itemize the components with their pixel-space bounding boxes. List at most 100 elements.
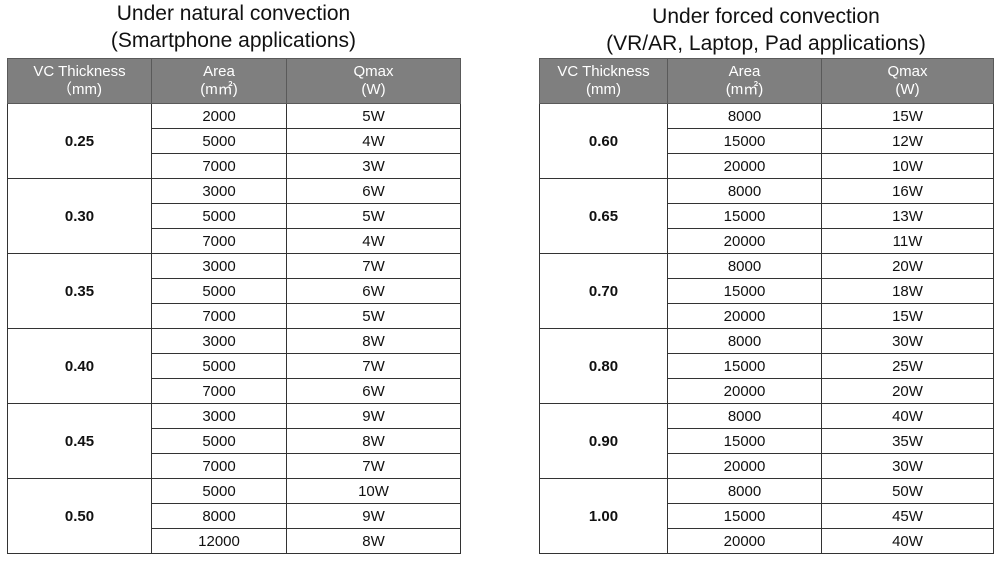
qmax-cell: 30W — [821, 453, 994, 479]
qmax-cell: 12W — [821, 128, 994, 154]
qmax-cell: 45W — [821, 503, 994, 529]
qmax-cell: 30W — [821, 328, 994, 354]
area-cell: 3000 — [151, 403, 287, 429]
table-row: 5000 7W — [8, 353, 461, 379]
table-row: 7000 4W — [8, 228, 461, 254]
qmax-cell: 4W — [286, 128, 461, 154]
qmax-cell: 9W — [286, 403, 461, 429]
area-cell: 20000 — [667, 303, 822, 329]
qmax-cell: 8W — [286, 528, 461, 554]
area-cell: 7000 — [151, 228, 287, 254]
table-row: 0.45 3000 9W — [7, 403, 461, 479]
table-row: 20000 30W — [540, 453, 994, 479]
table-row: 0.40 3000 8W — [7, 328, 461, 404]
qmax-cell: 7W — [286, 353, 461, 379]
header-qmax-unit: (W) — [361, 81, 386, 98]
area-cell: 3000 — [151, 253, 287, 279]
qmax-cell: 40W — [821, 403, 994, 429]
qmax-cell: 6W — [286, 378, 461, 404]
area-cell: 15000 — [667, 428, 822, 454]
qmax-cell: 4W — [286, 228, 461, 254]
thickness-cell: 0.80 — [539, 328, 668, 404]
table-row: 15000 45W — [540, 503, 994, 529]
title-line-2: (Smartphone applications) — [110, 29, 357, 52]
header-qmax-unit: (W) — [895, 81, 920, 98]
qmax-cell: 15W — [821, 303, 994, 329]
area-cell: 20000 — [667, 153, 822, 179]
thickness-cell: 0.90 — [539, 403, 668, 479]
header-qmax-label: Qmax — [887, 63, 928, 80]
table-row: 7000 5W — [8, 303, 461, 329]
qmax-cell: 6W — [286, 278, 461, 304]
table-row: 20000 40W — [540, 528, 994, 554]
area-cell: 5000 — [151, 478, 287, 504]
header-thickness: VC Thickness (mm) — [539, 58, 668, 104]
area-cell: 5000 — [151, 128, 287, 154]
area-cell: 20000 — [667, 453, 822, 479]
table-row: 0.60 8000 15W — [539, 103, 994, 179]
qmax-cell: 5W — [286, 203, 461, 229]
header-thickness-unit: （mm) — [57, 81, 102, 98]
area-cell: 8000 — [667, 403, 822, 429]
table-row: 0.70 8000 20W — [539, 253, 994, 329]
table-row: 15000 13W — [540, 203, 994, 229]
natural-convection-title: Under natural convection (Smartphone app… — [7, 0, 460, 58]
area-cell: 3000 — [151, 178, 287, 204]
forced-convection-title: Under forced convection (VR/AR, Laptop, … — [539, 0, 993, 58]
qmax-cell: 5W — [286, 303, 461, 329]
area-cell: 3000 — [151, 328, 287, 354]
table-header-row: VC Thickness （mm) Area (m㎡) Qmax (W) — [7, 58, 461, 104]
qmax-cell: 25W — [821, 353, 994, 379]
title-line-2: (VR/AR, Laptop, Pad applications) — [606, 32, 926, 55]
table-row: 12000 8W — [8, 528, 461, 554]
qmax-cell: 18W — [821, 278, 994, 304]
thickness-cell: 1.00 — [539, 478, 668, 554]
table-row: 20000 11W — [540, 228, 994, 254]
area-cell: 7000 — [151, 303, 287, 329]
table-row: 0.90 8000 40W — [539, 403, 994, 479]
qmax-cell: 7W — [286, 253, 461, 279]
header-area-unit: (m㎡) — [200, 81, 238, 98]
table-row: 0.50 5000 10W — [7, 478, 461, 554]
table-row: 0.35 3000 7W — [7, 253, 461, 329]
header-area: Area (m㎡) — [151, 58, 287, 104]
table-row: 0.30 3000 6W — [7, 178, 461, 254]
area-cell: 8000 — [667, 103, 822, 129]
table-row: 20000 10W — [540, 153, 994, 179]
forced-convection-body: 0.60 8000 15W 15000 12W 20000 10W 0.65 8000 16W 15… — [539, 103, 994, 554]
qmax-cell: 9W — [286, 503, 461, 529]
area-cell: 2000 — [151, 103, 287, 129]
thickness-cell: 0.40 — [7, 328, 152, 404]
qmax-cell: 16W — [821, 178, 994, 204]
header-area: Area (m㎡) — [667, 58, 822, 104]
table-row: 0.25 2000 5W — [7, 103, 461, 179]
area-cell: 7000 — [151, 378, 287, 404]
qmax-cell: 6W — [286, 178, 461, 204]
header-qmax: Qmax (W) — [286, 58, 461, 104]
natural-convection-body: 0.25 2000 5W 5000 4W 7000 3W 0.30 3000 6W 5000 5W 70… — [7, 103, 461, 554]
area-cell: 8000 — [151, 503, 287, 529]
qmax-cell: 40W — [821, 528, 994, 554]
area-cell: 15000 — [667, 278, 822, 304]
table-header-row: VC Thickness (mm) Area (m㎡) Qmax (W) — [539, 58, 994, 104]
qmax-cell: 10W — [821, 153, 994, 179]
header-qmax: Qmax (W) — [821, 58, 994, 104]
area-cell: 15000 — [667, 503, 822, 529]
forced-convection-table: VC Thickness (mm) Area (m㎡) Qmax (W) 0.6… — [539, 58, 994, 554]
area-cell: 20000 — [667, 378, 822, 404]
qmax-cell: 11W — [821, 228, 994, 254]
header-thickness-label: VC Thickness — [557, 63, 650, 80]
qmax-cell: 7W — [286, 453, 461, 479]
header-area-label: Area — [203, 63, 235, 80]
area-cell: 15000 — [667, 128, 822, 154]
header-thickness-unit: (mm) — [586, 81, 621, 98]
area-cell: 15000 — [667, 353, 822, 379]
area-cell: 5000 — [151, 203, 287, 229]
area-cell: 5000 — [151, 353, 287, 379]
area-cell: 20000 — [667, 528, 822, 554]
qmax-cell: 8W — [286, 328, 461, 354]
area-cell: 5000 — [151, 428, 287, 454]
qmax-cell: 10W — [286, 478, 461, 504]
table-row: 1.00 8000 50W — [539, 478, 994, 554]
thickness-cell: 0.30 — [7, 178, 152, 254]
